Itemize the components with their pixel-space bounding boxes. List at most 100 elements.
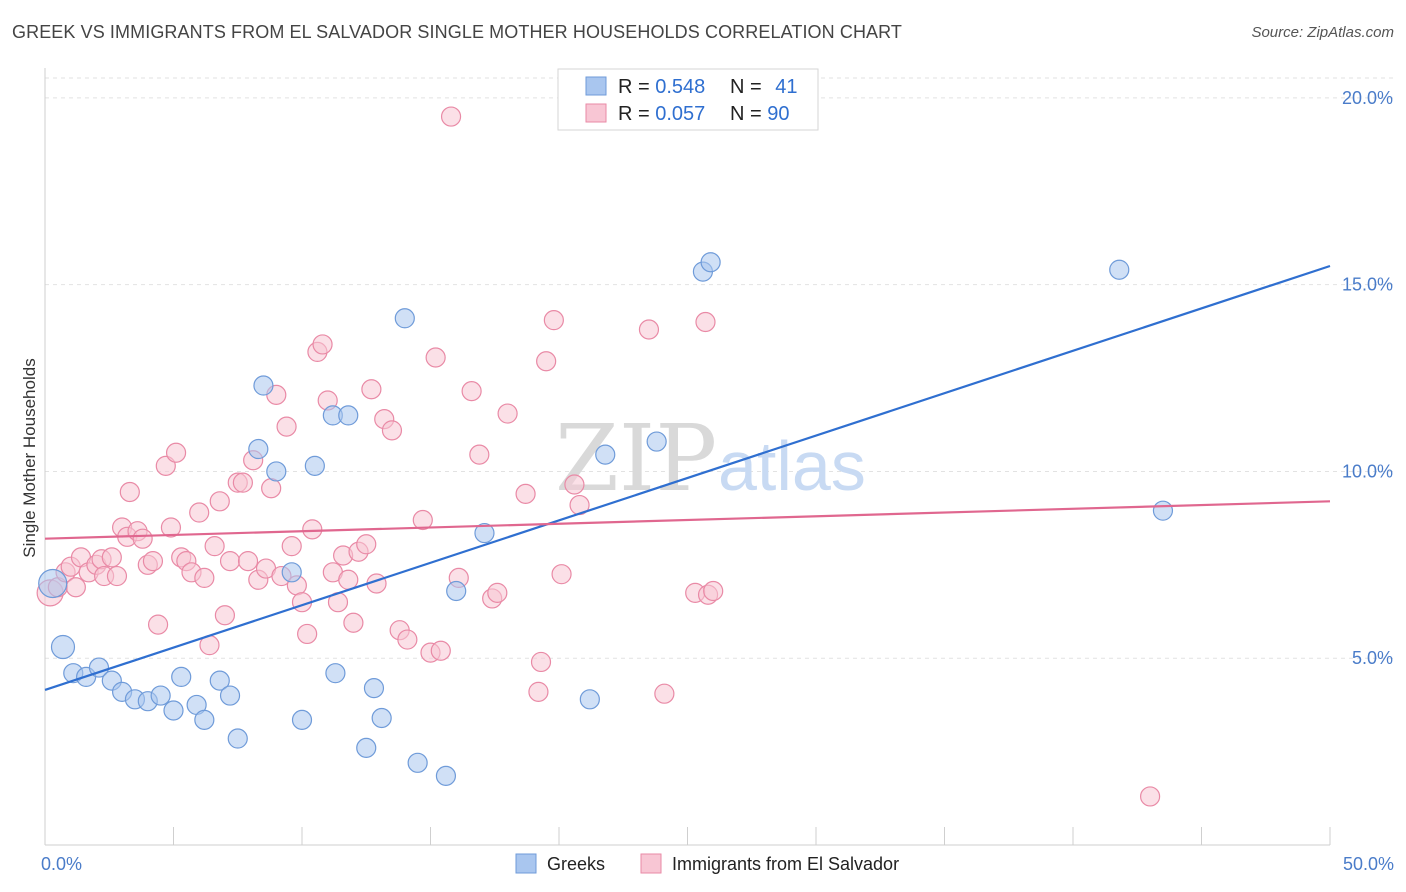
point-el-salvador xyxy=(356,534,377,555)
point-el-salvador xyxy=(142,550,164,572)
bottom-legend-swatch-greeks xyxy=(515,853,537,874)
y-tick-label: 10.0% xyxy=(1342,461,1393,481)
point-greeks xyxy=(356,737,377,758)
x-tick-label: 50.0% xyxy=(1343,854,1394,874)
point-el-salvador xyxy=(551,564,572,585)
legend-r-value-2: 0.057 xyxy=(655,103,705,125)
point-greeks xyxy=(88,657,110,678)
grid-lines xyxy=(45,77,1395,659)
point-el-salvador xyxy=(425,347,446,368)
point-el-salvador xyxy=(1139,786,1161,807)
point-greeks xyxy=(435,765,457,786)
legend-swatch-greeks xyxy=(585,76,607,96)
bottom-legend-label-greeks: Greeks xyxy=(547,854,605,874)
trend-lines xyxy=(44,264,1331,692)
point-greeks xyxy=(248,438,269,460)
data-points xyxy=(36,106,1174,807)
point-el-salvador xyxy=(343,612,364,633)
point-greeks xyxy=(291,709,313,730)
point-greeks xyxy=(304,455,325,476)
trend-line-el-salvador xyxy=(44,500,1331,540)
point-el-salvador xyxy=(440,106,462,127)
svg-text:R = 0.548: R = 0.548 xyxy=(618,76,705,98)
point-greeks xyxy=(266,461,287,482)
point-greeks xyxy=(371,707,392,729)
y-tick-label: 20.0% xyxy=(1342,88,1393,108)
point-el-salvador xyxy=(132,528,153,549)
point-el-salvador xyxy=(119,481,140,503)
point-el-salvador xyxy=(194,567,215,589)
point-el-salvador xyxy=(209,491,230,512)
point-greeks xyxy=(407,752,428,773)
point-greeks xyxy=(700,252,721,273)
legend-swatch-el-salvador xyxy=(585,103,607,123)
point-el-salvador xyxy=(147,614,169,635)
legend-n-value-1: 41 xyxy=(775,76,797,98)
point-el-salvador xyxy=(281,536,302,557)
point-el-salvador xyxy=(487,582,508,603)
point-greeks xyxy=(163,700,184,721)
chart-title: GREEK VS IMMIGRANTS FROM EL SALVADOR SIN… xyxy=(12,22,903,42)
point-greeks xyxy=(150,685,171,706)
point-el-salvador xyxy=(412,509,433,531)
x-tick-label: 0.0% xyxy=(41,854,82,874)
point-greeks xyxy=(646,431,667,452)
point-el-salvador xyxy=(638,319,660,340)
point-el-salvador xyxy=(165,442,187,463)
point-el-salvador xyxy=(361,379,382,400)
y-axis-title: Single Mother Households xyxy=(20,358,39,557)
point-el-salvador xyxy=(654,683,675,704)
svg-text:R = 0.057: R = 0.057 xyxy=(618,103,705,125)
point-el-salvador xyxy=(189,502,210,523)
point-greeks xyxy=(171,666,192,687)
legend-r-value-1: 0.548 xyxy=(655,76,705,98)
point-el-salvador xyxy=(703,580,724,602)
legend-r-label-1: R = xyxy=(618,76,655,98)
point-el-salvador xyxy=(302,519,323,540)
point-el-salvador xyxy=(160,517,182,538)
point-greeks xyxy=(50,634,76,660)
point-greeks xyxy=(338,405,359,426)
point-greeks xyxy=(1152,500,1174,521)
point-el-salvador xyxy=(695,311,716,333)
point-el-salvador xyxy=(430,640,451,661)
point-el-salvador xyxy=(530,651,552,673)
point-el-salvador xyxy=(65,577,86,598)
point-el-salvador xyxy=(338,569,359,590)
point-el-salvador xyxy=(497,403,518,424)
point-el-salvador xyxy=(397,629,418,650)
point-greeks xyxy=(38,568,68,599)
point-greeks xyxy=(579,689,600,710)
point-el-salvador xyxy=(469,444,490,465)
point-el-salvador xyxy=(237,550,259,572)
svg-text:N = 41: N = 41 xyxy=(730,76,798,98)
point-greeks xyxy=(281,562,302,583)
point-el-salvador xyxy=(232,472,253,493)
point-el-salvador xyxy=(381,420,403,441)
point-greeks xyxy=(446,580,467,602)
tick-labels: 5.0% 10.0% 15.0% 20.0% 0.0% 50.0% xyxy=(41,88,1394,874)
point-el-salvador xyxy=(564,474,585,495)
legend-n-label-1: N = xyxy=(730,76,767,98)
point-greeks xyxy=(1109,259,1130,280)
y-tick-label: 5.0% xyxy=(1352,648,1393,668)
point-greeks xyxy=(253,375,274,396)
point-el-salvador xyxy=(543,310,564,331)
point-el-salvador xyxy=(106,565,128,587)
svg-text:N = 90: N = 90 xyxy=(730,103,790,125)
point-el-salvador xyxy=(297,623,318,645)
point-el-salvador xyxy=(528,681,549,702)
point-el-salvador xyxy=(214,605,235,626)
y-tick-label: 15.0% xyxy=(1342,275,1393,295)
watermark-atlas: atlas xyxy=(718,427,866,505)
point-greeks xyxy=(209,670,230,691)
point-greeks xyxy=(194,709,215,730)
series-legend: Greeks Immigrants from El Salvador xyxy=(515,853,899,874)
point-greeks xyxy=(227,728,248,749)
point-el-salvador xyxy=(276,416,297,437)
point-greeks xyxy=(325,663,346,684)
point-greeks xyxy=(474,522,495,544)
bottom-legend-swatch-el-salvador xyxy=(640,853,662,874)
point-greeks xyxy=(219,685,241,706)
